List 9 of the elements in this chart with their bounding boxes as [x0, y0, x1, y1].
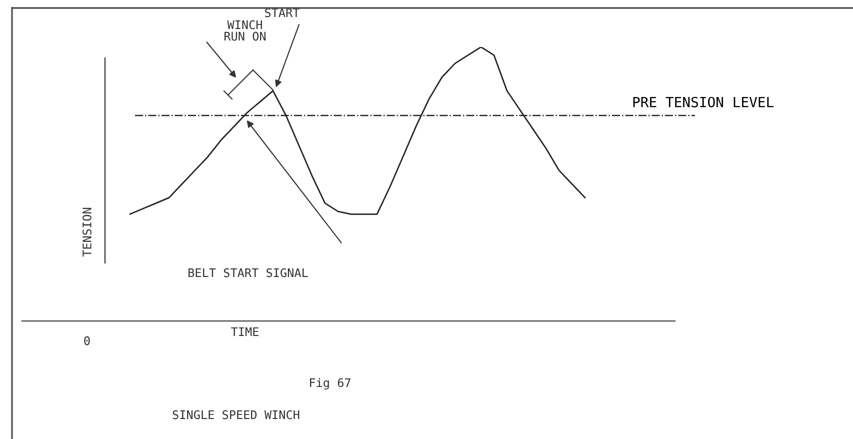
annotation: BELT START SIGNAL — [188, 268, 308, 278]
text: 0 — [84, 336, 90, 346]
caption: Fig 67 — [310, 378, 350, 390]
y-axis-title: TENSION — [82, 208, 92, 257]
text: WINCH RUN ON — [224, 20, 266, 41]
ref-line-label: PRE TENSION LEVEL — [633, 96, 774, 108]
x-axis-title: TIME — [231, 327, 258, 336]
text: START — [265, 8, 300, 18]
text: SINGLE SPEED WINCH — [172, 410, 300, 420]
